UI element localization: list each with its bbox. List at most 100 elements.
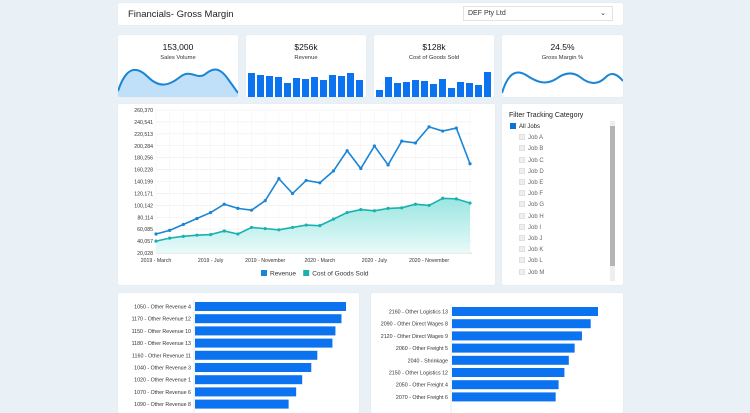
checkbox-icon[interactable] (519, 235, 525, 241)
data-point (441, 196, 445, 200)
checkbox-icon[interactable] (519, 257, 525, 264)
bar-label: 1180 - Other Revenue 13 (132, 341, 191, 347)
data-point (236, 206, 240, 210)
x-tick-label: 2019 - July (198, 258, 224, 264)
filter-item-label: Job B (528, 146, 544, 153)
legend-swatch (303, 270, 310, 276)
filter-item[interactable]: Job C (519, 156, 544, 166)
y-tick-label: 260,370 (134, 108, 153, 114)
filter-item[interactable]: Job E (519, 179, 543, 188)
bar-label: 1160 - Other Revenue 11 (132, 353, 191, 359)
checkbox-icon[interactable] (519, 268, 525, 275)
series-line (155, 125, 471, 235)
checkbox-icon[interactable] (519, 246, 525, 253)
y-tick-label: 220,513 (134, 132, 153, 138)
cost-accounts-chart-card: 2160 - Other Logistics 13 2090 - Other Di… (371, 293, 623, 413)
bar (452, 343, 575, 353)
bar-label: 1170 - Other Revenue 12 (132, 317, 191, 323)
bar (195, 375, 303, 385)
filter-item-label: Job I (528, 224, 542, 231)
filter-item[interactable]: Job G (519, 201, 544, 210)
legend-label: Revenue (270, 271, 296, 278)
filter-item[interactable]: Job M (519, 268, 545, 278)
data-point (195, 233, 199, 237)
filter-item[interactable]: Job F (519, 190, 543, 199)
data-point (304, 223, 308, 227)
filter-item-label: Job L (528, 258, 543, 265)
revenue-accounts-chart-card: 1050 - Other Revenue 4 1170 - Other Reven… (118, 293, 359, 413)
bar (195, 326, 336, 336)
filter-item[interactable]: Job L (519, 257, 543, 266)
checkbox-icon[interactable] (510, 123, 516, 129)
bar-label: 2090 - Other Direct Wages 8 (381, 322, 448, 328)
filter-item-label: Job H (528, 213, 544, 220)
checkbox-icon[interactable] (519, 179, 525, 185)
bar (195, 302, 346, 311)
bar-label: 2160 - Other Logistics 13 (389, 310, 448, 316)
filter-item-label: Job J (528, 236, 543, 242)
filter-item[interactable]: Job A (519, 134, 543, 143)
bar-label: 1040 - Other Revenue 3 (134, 366, 191, 372)
bar (452, 331, 582, 341)
data-point (331, 217, 336, 221)
y-tick-label: 40,057 (137, 239, 153, 245)
filter-scrollbar[interactable] (610, 121, 615, 281)
bar (195, 387, 297, 397)
filter-item[interactable]: Job K (519, 246, 543, 255)
data-point (154, 239, 158, 243)
checkbox-icon[interactable] (519, 212, 525, 219)
filter-item[interactable]: Job B (519, 145, 543, 154)
data-point (345, 210, 349, 215)
filter-item[interactable]: All Jobs (510, 123, 540, 132)
data-point (290, 191, 295, 196)
filter-scroll-thumb[interactable] (610, 126, 615, 266)
data-point (263, 227, 267, 231)
kpi-card-sales-volume: 153,000 Sales Volume (118, 35, 238, 97)
filter-item[interactable]: Job J (519, 235, 542, 244)
bar-label: 2070 - Other Freight 6 (396, 395, 448, 401)
filter-item[interactable]: Job D (519, 167, 544, 177)
checkbox-icon[interactable] (519, 223, 525, 230)
data-point (168, 236, 172, 240)
data-point (468, 201, 472, 205)
filter-item[interactable]: Job I (519, 223, 542, 233)
y-tick-label: 160,228 (134, 168, 153, 174)
y-tick-label: 80,114 (138, 215, 154, 221)
filter-item-label: Job M (528, 269, 545, 276)
kpi-card-cogs: $128k Cost of Goods Sold (374, 35, 494, 97)
bar-label: 2040 - Shrinkage (408, 358, 448, 364)
y-tick-label: 180,256 (134, 156, 153, 162)
bar (452, 319, 591, 329)
bar-label: 1050 - Other Revenue 4 (134, 305, 191, 311)
y-tick-label: 60,085 (137, 227, 153, 233)
revenue-accounts-bar-chart: 1050 - Other Revenue 4 1170 - Other Reven… (132, 299, 346, 413)
filter-title: Filter Tracking Category (509, 112, 584, 119)
checkbox-icon[interactable] (519, 134, 525, 141)
y-tick-label: 20,028 (137, 251, 153, 257)
checkbox-icon[interactable] (519, 145, 525, 152)
bar-label: 1020 - Other Revenue 1 (134, 378, 191, 384)
data-point (168, 228, 172, 233)
data-point (154, 232, 158, 236)
kpi-label: Gross Margin % (541, 55, 584, 61)
data-point (441, 129, 445, 133)
data-point (249, 225, 254, 230)
data-point (195, 216, 199, 221)
kpi-value: 24.5% (550, 42, 575, 52)
data-point (372, 209, 377, 213)
bar (452, 380, 559, 390)
data-point (427, 203, 431, 208)
checkbox-icon[interactable] (519, 201, 525, 208)
kpi-value: 153,000 (162, 42, 194, 52)
data-point (209, 210, 213, 215)
company-select[interactable]: DEF Pty Ltd ⌄ (463, 6, 613, 21)
filter-item-label: Job A (528, 135, 544, 142)
filter-item[interactable]: Job H (519, 212, 544, 222)
filter-item-label: Job F (528, 191, 544, 198)
checkbox-icon[interactable] (519, 167, 525, 174)
bar-label: 1090 - Other Revenue 8 (134, 402, 191, 408)
data-point (222, 202, 226, 206)
bar (195, 399, 289, 409)
checkbox-icon[interactable] (519, 156, 525, 163)
checkbox-icon[interactable] (519, 190, 525, 197)
